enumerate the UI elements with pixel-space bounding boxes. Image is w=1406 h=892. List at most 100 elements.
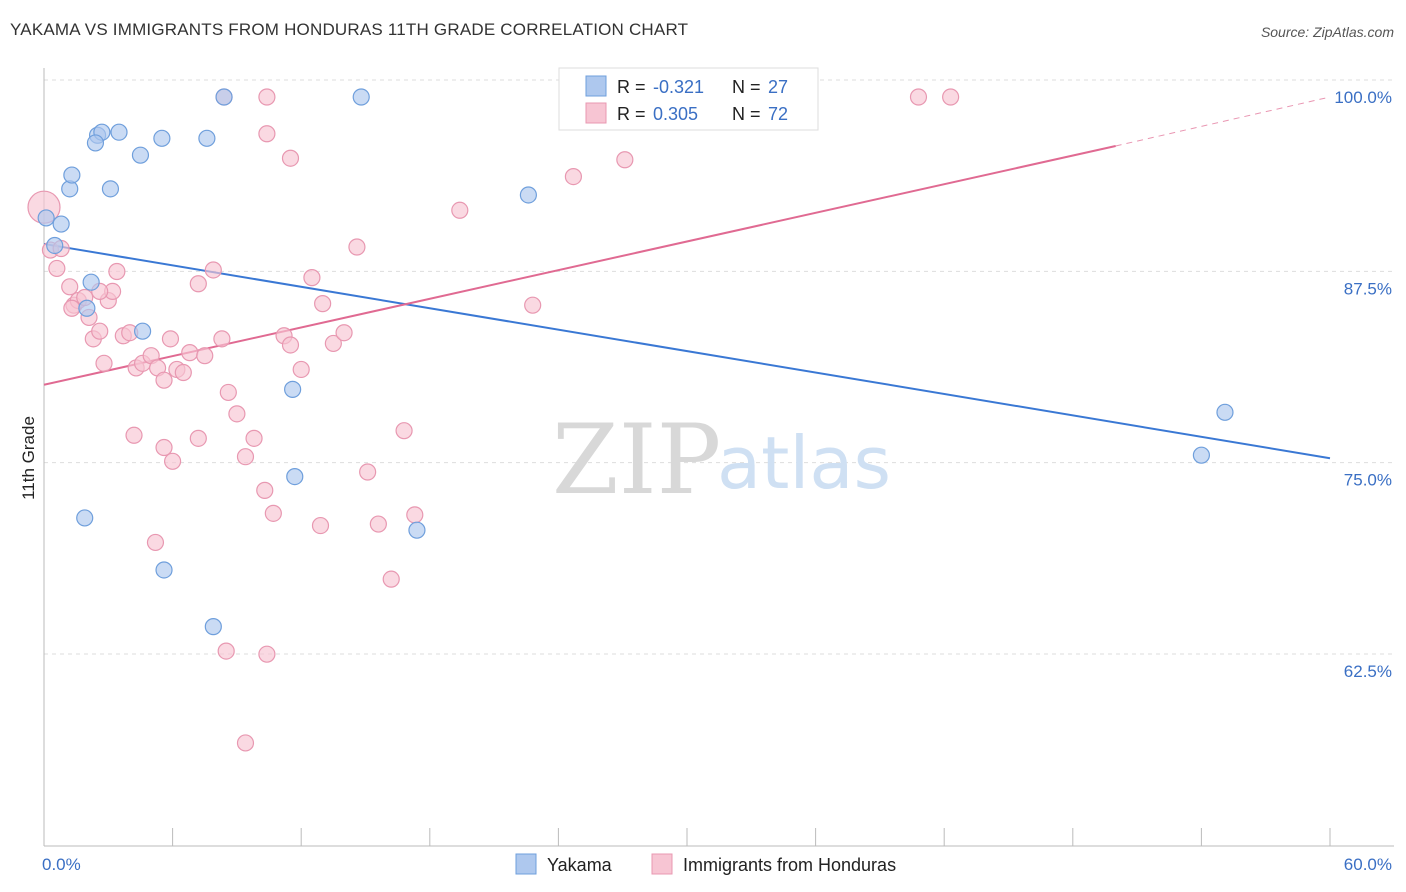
point-honduras (524, 296, 542, 314)
point-yakama (110, 123, 128, 141)
x-tick-label: 60.0% (1344, 855, 1392, 874)
point-honduras (258, 125, 276, 143)
y-tick-label: 75.0% (1344, 471, 1392, 490)
point-yakama (46, 236, 64, 255)
point-honduras (181, 344, 199, 362)
point-honduras (264, 504, 282, 522)
point-honduras (189, 429, 207, 447)
point-yakama (286, 468, 304, 486)
gridlines (44, 79, 1394, 655)
point-honduras (236, 734, 255, 752)
legend-stats: R = -0.321 N = 27 R = 0.305 N = 72 (558, 67, 819, 131)
chart-title: YAKAMA VS IMMIGRANTS FROM HONDURAS 11TH … (10, 20, 689, 39)
point-honduras (406, 506, 424, 524)
watermark-zip: ZIP (552, 404, 721, 516)
point-honduras (314, 295, 332, 313)
y-axis-title: 11th Grade (19, 416, 38, 500)
point-honduras (451, 201, 469, 219)
point-yakama (86, 134, 105, 152)
point-honduras (63, 299, 81, 317)
point-yakama (155, 561, 173, 579)
x-tick-label: 0.0% (42, 855, 81, 874)
legend-series: Yakama Immigrants from Honduras (515, 853, 896, 875)
trend-line-yakama (43, 242, 1331, 460)
point-honduras (189, 275, 207, 293)
legend-label-yakama: Yakama (547, 855, 613, 875)
legend-n-value-honduras: 72 (768, 104, 788, 124)
point-honduras (155, 438, 173, 457)
point-honduras (258, 88, 276, 106)
point-yakama (1192, 446, 1211, 464)
legend-r-label-yakama: R = (617, 77, 646, 97)
point-yakama (408, 521, 426, 539)
legend-n-label-honduras: N = (732, 104, 761, 124)
point-yakama (78, 299, 96, 317)
point-yakama (198, 129, 216, 147)
legend-swatch-honduras (585, 102, 607, 124)
point-honduras (48, 259, 66, 278)
point-honduras (146, 533, 165, 552)
tick-labels: 100.0% 87.5% 75.0% 62.5% 0.0% 60.0% (42, 88, 1392, 874)
point-yakama (52, 215, 70, 233)
legend-r-label-honduras: R = (617, 104, 646, 124)
watermark: ZIP atlas (552, 404, 891, 516)
point-honduras (256, 481, 274, 499)
point-honduras (292, 360, 310, 379)
point-honduras (125, 426, 143, 444)
y-tick-label: 87.5% (1344, 279, 1392, 298)
point-honduras (236, 448, 255, 466)
point-honduras (258, 645, 276, 663)
point-honduras (196, 347, 214, 365)
legend-swatch-bottom-yakama (515, 853, 537, 875)
point-yakama (352, 88, 370, 106)
point-honduras (61, 278, 79, 296)
source-text: Source: ZipAtlas.com (1260, 24, 1394, 40)
point-honduras (219, 383, 237, 402)
legend-r-value-yakama: -0.321 (653, 77, 704, 97)
point-honduras (311, 516, 330, 535)
point-honduras (382, 570, 400, 588)
point-honduras (95, 354, 113, 372)
point-honduras (909, 88, 928, 106)
point-honduras (155, 371, 173, 389)
point-yakama (153, 129, 171, 147)
legend-r-value-honduras: 0.305 (653, 104, 698, 124)
point-honduras (281, 149, 300, 167)
point-honduras (942, 88, 960, 106)
point-yakama (284, 380, 302, 398)
point-honduras (164, 452, 182, 470)
point-honduras (91, 322, 109, 340)
point-honduras (174, 363, 192, 382)
point-honduras (161, 330, 180, 348)
trend-line-honduras-extension (1115, 96, 1331, 147)
point-honduras (108, 262, 126, 281)
point-honduras (359, 463, 377, 481)
point-honduras (204, 261, 222, 279)
point-yakama (204, 618, 222, 636)
point-yakama (82, 273, 100, 291)
point-honduras (217, 642, 235, 660)
y-tick-label: 100.0% (1334, 88, 1392, 107)
legend-n-label-yakama: N = (732, 77, 761, 97)
y-tick-label: 62.5% (1344, 662, 1392, 681)
point-honduras (616, 151, 634, 169)
point-honduras (281, 336, 300, 354)
point-honduras (395, 422, 413, 440)
legend-swatch-yakama (585, 75, 607, 97)
point-yakama (37, 209, 55, 227)
point-honduras (213, 330, 231, 348)
legend-label-honduras: Immigrants from Honduras (683, 855, 896, 875)
point-honduras (369, 515, 387, 533)
point-honduras (324, 334, 342, 353)
point-yakama (519, 186, 537, 204)
point-honduras (348, 238, 366, 256)
point-honduras (228, 405, 246, 423)
point-honduras (335, 324, 353, 342)
point-yakama (101, 180, 120, 198)
legend-n-value-yakama: 27 (768, 77, 788, 97)
legend-swatch-bottom-honduras (651, 853, 673, 875)
point-yakama (1216, 403, 1234, 421)
point-honduras (564, 167, 583, 186)
point-yakama (63, 166, 81, 184)
